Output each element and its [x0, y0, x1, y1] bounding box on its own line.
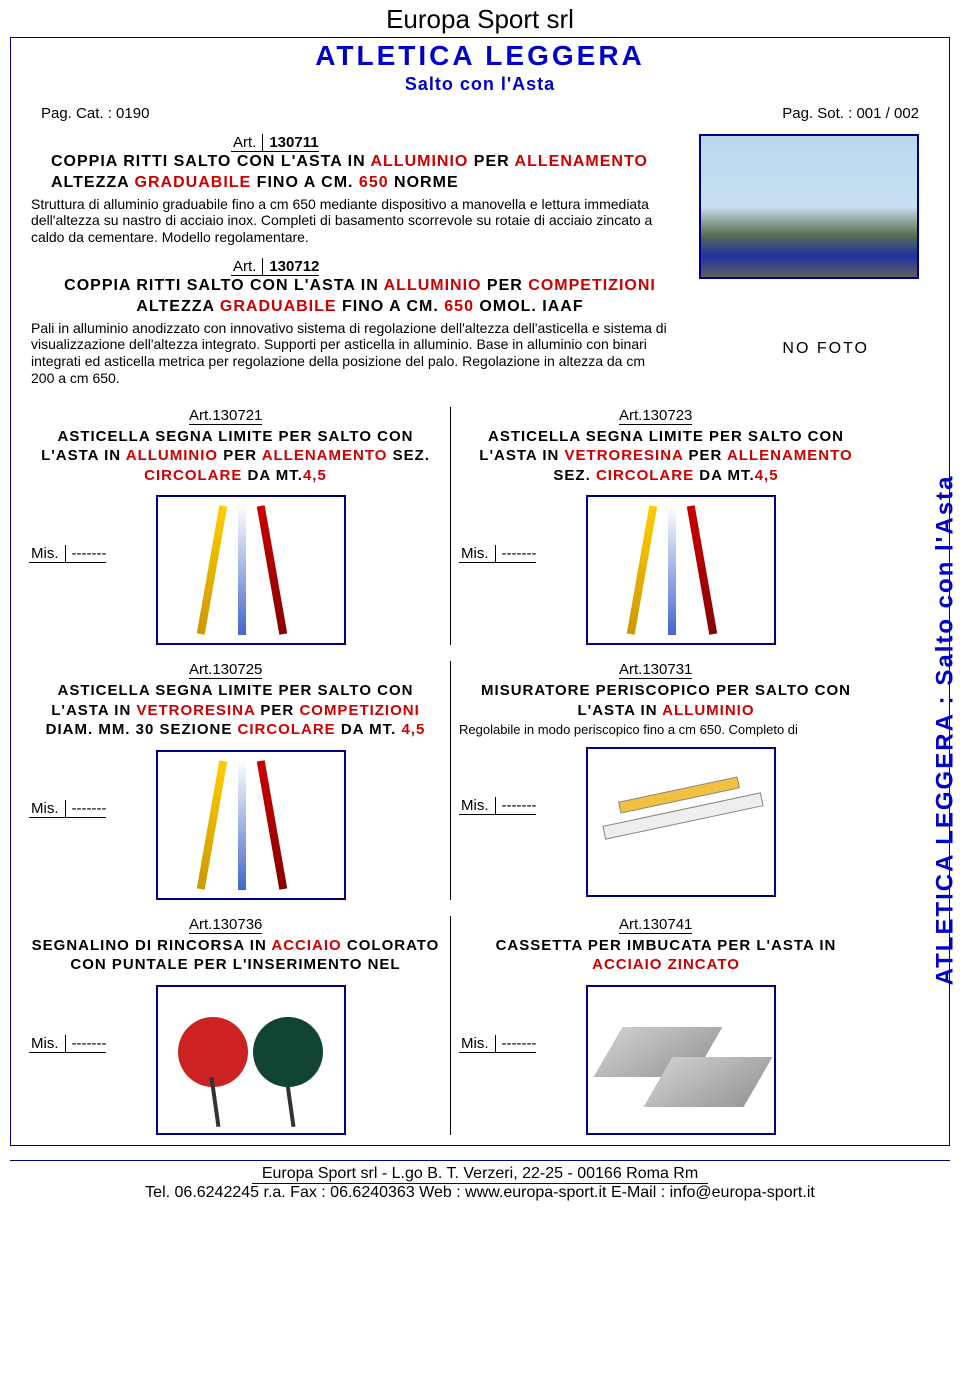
cell-article-code: Art.130725	[189, 661, 262, 679]
cell-article-code: Art.130721	[189, 407, 262, 425]
grid-cell: Art.130725 ASTICELLA SEGNA LIMITE PER SA…	[21, 661, 451, 900]
measure-label: Mis.	[29, 545, 66, 562]
page-footer: Europa Sport srl - L.go B. T. Verzeri, 2…	[10, 1160, 950, 1202]
category-title: ATLETICA LEGGERA	[11, 40, 949, 72]
measure-value: -------	[496, 545, 537, 562]
side-label: ATLETICA LEGGERA : Salto con l'Asta	[930, 380, 960, 1080]
sub-category-title: Salto con l'Asta	[11, 74, 949, 95]
cell-title: CASSETTA PER IMBUCATA PER L'ASTA IN ACCI…	[459, 936, 873, 975]
cell-title: ASTICELLA SEGNA LIMITE PER SALTO CON L'A…	[459, 427, 873, 486]
measure-label: Mis.	[459, 545, 496, 562]
side-label-text: ATLETICA LEGGERA : Salto con l'Asta	[931, 475, 959, 986]
article-title: COPPIA RITTI SALTO CON L'ASTA IN ALLUMIN…	[31, 276, 929, 318]
product-thumbnail	[586, 495, 776, 645]
cell-article-code: Art.130736	[189, 916, 262, 934]
measure-box: Mis. -------	[29, 800, 106, 818]
page-sot: Pag. Sot. : 001 / 002	[782, 105, 919, 122]
measure-value: -------	[66, 800, 107, 817]
cell-article-code: Art.130741	[619, 916, 692, 934]
grid-cell: Art.130736 SEGNALINO DI RINCORSA IN ACCI…	[21, 916, 451, 1135]
footer-line-2: Tel. 06.6242245 r.a. Fax : 06.6240363 We…	[10, 1184, 950, 1202]
measure-value: -------	[496, 797, 537, 814]
measure-label: Mis.	[29, 1035, 66, 1052]
measure-label: Mis.	[459, 1035, 496, 1052]
grid-row: Art.130725 ASTICELLA SEGNA LIMITE PER SA…	[11, 645, 949, 900]
article-full: Art.130711 COPPIA RITTI SALTO CON L'ASTA…	[11, 126, 949, 250]
page-cat: Pag. Cat. : 0190	[41, 105, 149, 122]
measure-label: Mis.	[459, 797, 496, 814]
cell-article-code: Art.130723	[619, 407, 692, 425]
main-frame: ATLETICA LEGGERA Salto con l'Asta Pag. C…	[10, 37, 950, 1146]
measure-value: -------	[66, 1035, 107, 1052]
cell-title: SEGNALINO DI RINCORSA IN ACCIAIO COLORAT…	[29, 936, 442, 975]
measure-value: -------	[66, 545, 107, 562]
grid-cell: Art.130721 ASTICELLA SEGNA LIMITE PER SA…	[21, 407, 451, 646]
article-label: Art.	[231, 258, 263, 275]
article-header: Art.130712	[231, 258, 319, 276]
measure-box: Mis. -------	[459, 797, 536, 815]
company-title: Europa Sport srl	[10, 0, 950, 35]
grid-cell: Art.130723 ASTICELLA SEGNA LIMITE PER SA…	[451, 407, 881, 646]
article-full: NO FOTO Art.130712 COPPIA RITTI SALTO CO…	[11, 250, 949, 391]
measure-box: Mis. -------	[459, 545, 536, 563]
product-thumbnail	[156, 495, 346, 645]
product-thumbnail	[156, 750, 346, 900]
measure-box: Mis. -------	[29, 545, 106, 563]
grid-row: Art.130736 SEGNALINO DI RINCORSA IN ACCI…	[11, 900, 949, 1135]
product-thumbnail	[586, 985, 776, 1135]
cell-description: Regolabile in modo periscopico fino a cm…	[459, 722, 873, 737]
measure-box: Mis. -------	[459, 1035, 536, 1053]
product-thumbnail	[586, 747, 776, 897]
article-code: 130711	[263, 134, 318, 151]
grid-cell: Art.130741 CASSETTA PER IMBUCATA PER L'A…	[451, 916, 881, 1135]
cell-article-code: Art.130731	[619, 661, 692, 679]
cell-title: MISURATORE PERISCOPICO PER SALTO CON L'A…	[459, 681, 873, 720]
article-header: Art.130711	[231, 134, 319, 152]
product-thumbnail	[156, 985, 346, 1135]
page-info-row: Pag. Cat. : 0190 Pag. Sot. : 001 / 002	[11, 95, 949, 126]
grid-row: Art.130721 ASTICELLA SEGNA LIMITE PER SA…	[11, 391, 949, 646]
footer-line-1: Europa Sport srl - L.go B. T. Verzeri, 2…	[252, 1165, 708, 1184]
measure-value: -------	[496, 1035, 537, 1052]
measure-label: Mis.	[29, 800, 66, 817]
article-code: 130712	[263, 258, 319, 275]
article-label: Art.	[231, 134, 263, 151]
grid-cell: Art.130731 MISURATORE PERISCOPICO PER SA…	[451, 661, 881, 900]
measure-box: Mis. -------	[29, 1035, 106, 1053]
cell-title: ASTICELLA SEGNA LIMITE PER SALTO CON L'A…	[29, 427, 442, 486]
no-photo-label: NO FOTO	[782, 340, 869, 358]
cell-title: ASTICELLA SEGNA LIMITE PER SALTO CON L'A…	[29, 681, 442, 740]
